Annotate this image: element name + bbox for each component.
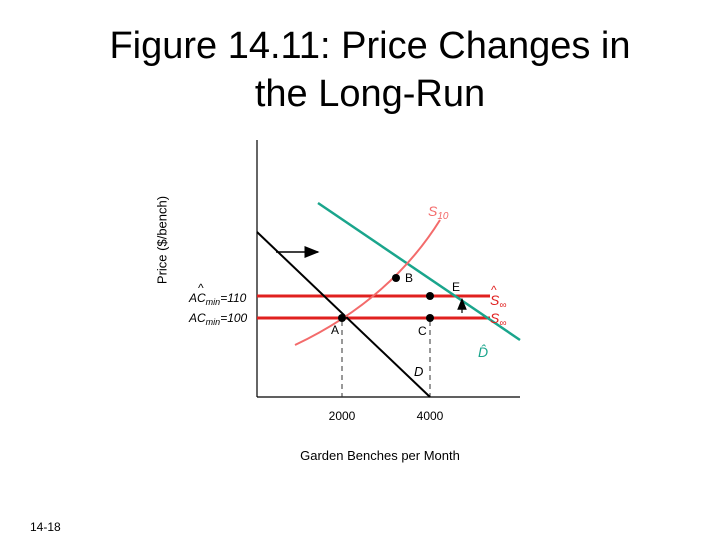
x-tick-label-4000: 4000 bbox=[417, 409, 444, 423]
point-b bbox=[392, 274, 400, 282]
price-label-ac: ACmin=100 bbox=[188, 311, 248, 327]
label-d: D bbox=[414, 364, 423, 379]
point-label-c: C bbox=[418, 324, 427, 338]
slide-number: 14-18 bbox=[30, 520, 61, 534]
title-line-2: the Long-Run bbox=[254, 73, 486, 115]
label-s-inf-hat: S∞ bbox=[490, 292, 506, 311]
point-c bbox=[426, 314, 434, 322]
point-label-b: B bbox=[405, 271, 413, 285]
label-s10: S10 bbox=[428, 203, 449, 222]
point-label-a: A bbox=[331, 323, 339, 337]
point-a bbox=[338, 314, 346, 322]
x-tick-label-2000: 2000 bbox=[329, 409, 356, 423]
short-run-supply-curve bbox=[294, 219, 441, 346]
title-line-1: Figure 14.11: Price Changes in bbox=[109, 25, 631, 67]
new-demand-curve bbox=[317, 201, 521, 342]
price-label-ac-hat: ACmin=110 bbox=[188, 291, 247, 307]
slide-title: Figure 14.11: Price Changes in the Long-… bbox=[40, 22, 700, 118]
label-s-inf-hat-hat: ^ bbox=[491, 283, 497, 297]
label-s-inf: S∞ bbox=[490, 310, 506, 329]
point-label-e: E bbox=[452, 280, 460, 294]
x-axis-label: Garden Benches per Month bbox=[300, 448, 460, 463]
point-e bbox=[426, 292, 434, 300]
label-d-hat: D̂ bbox=[478, 344, 488, 360]
price-label-ac-hat-hat: ^ bbox=[198, 281, 204, 295]
